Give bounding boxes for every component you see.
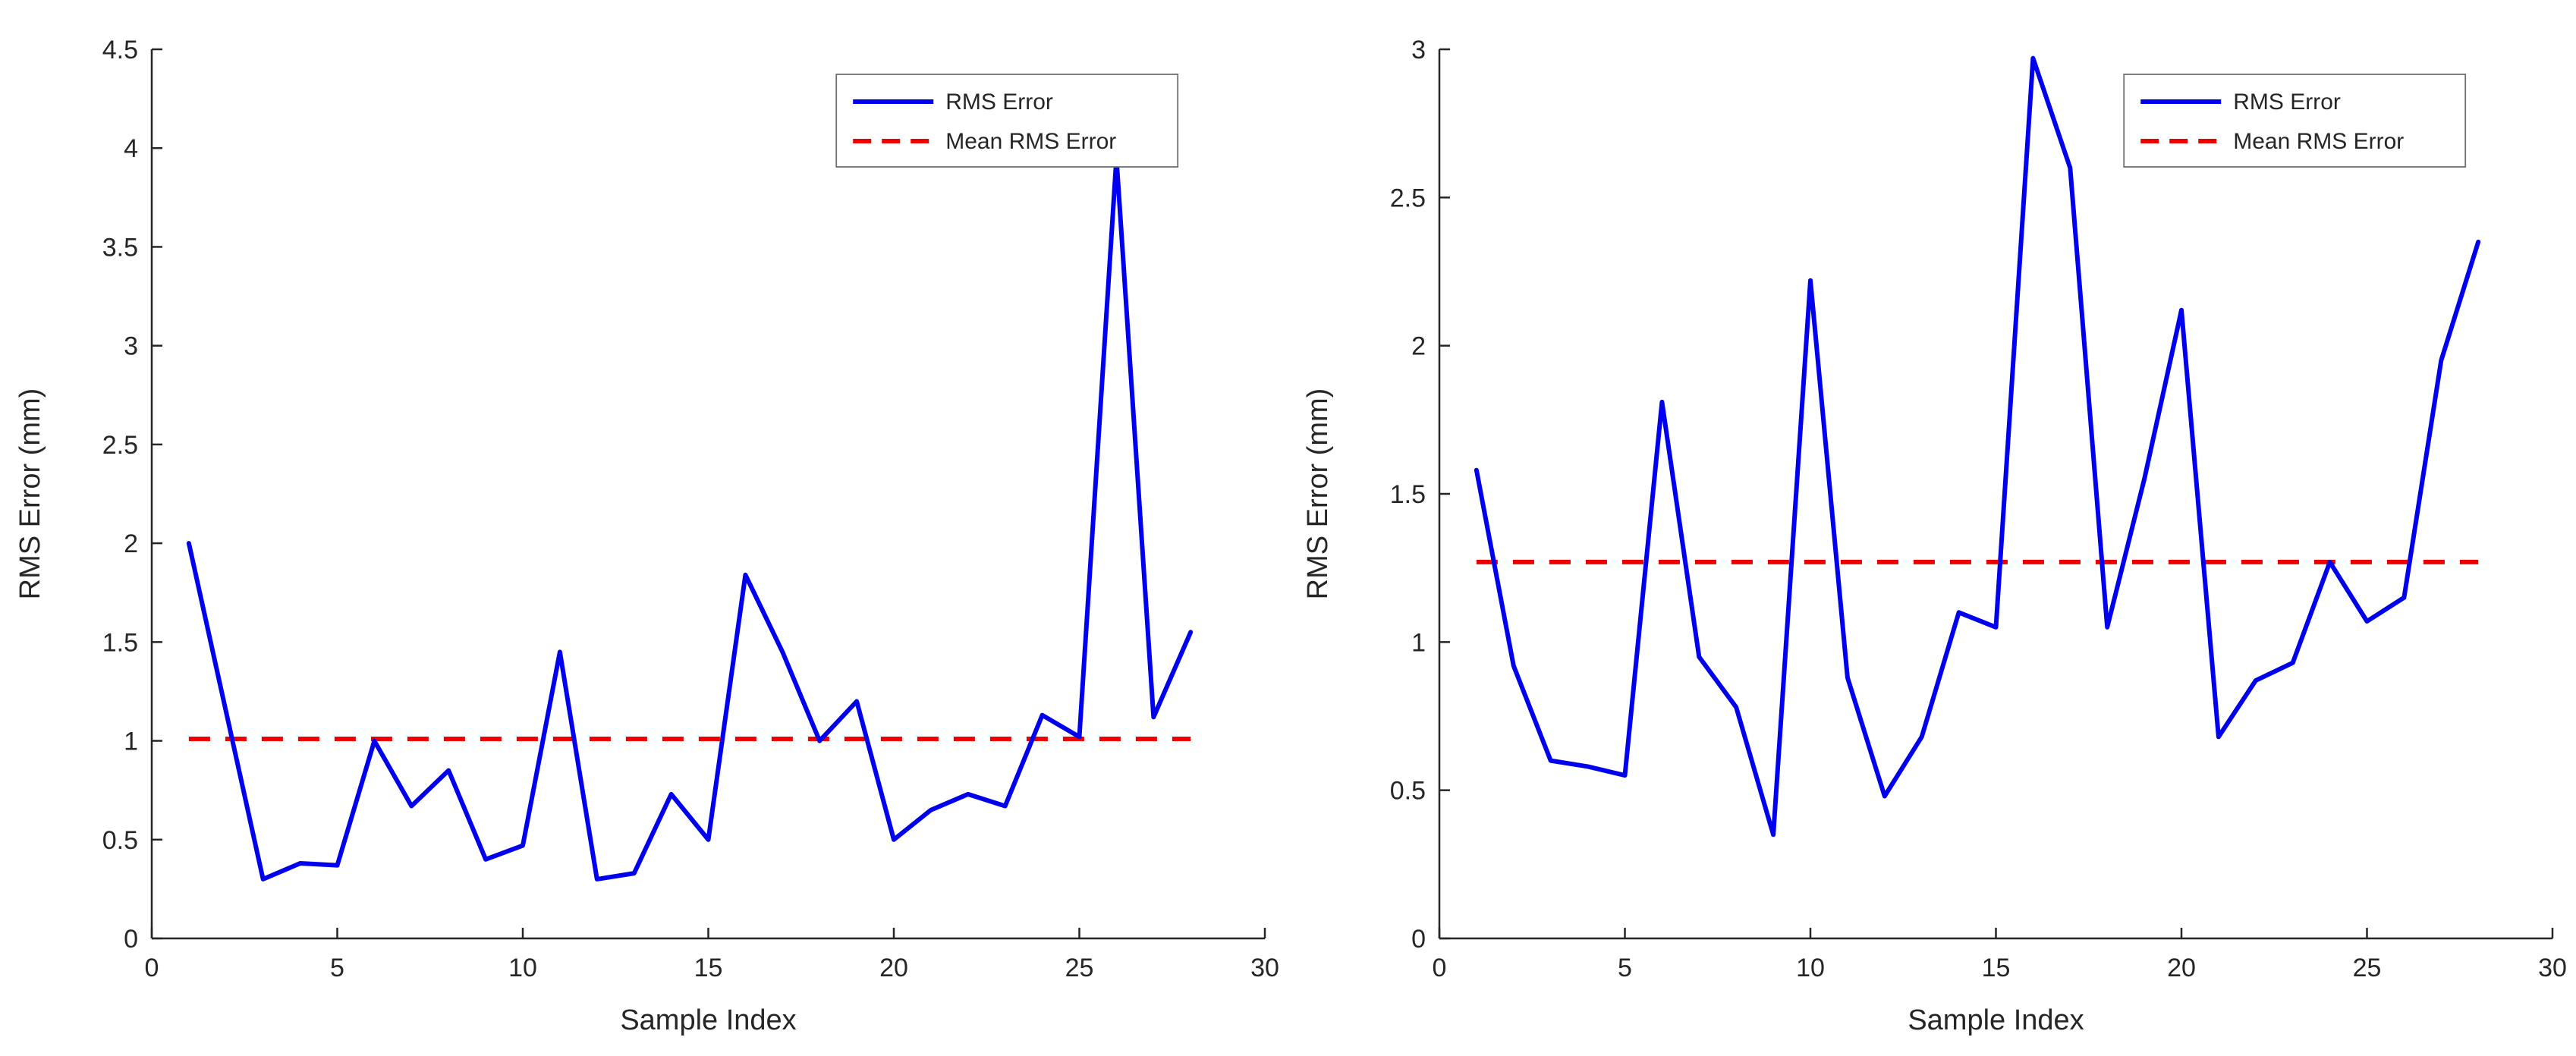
rms-error-line	[1474, 55, 2481, 838]
x-tick-label: 0	[1433, 954, 1447, 982]
x-tick-label: 25	[2353, 954, 2382, 982]
y-tick-label: 2.5	[1390, 184, 1426, 212]
y-tick-label: 0.5	[102, 826, 138, 855]
legend-label-rms: RMS Error	[2233, 90, 2341, 115]
y-tick-label: 3	[1411, 36, 1426, 64]
x-tick-label: 15	[1982, 954, 2011, 982]
x-tick-label: 30	[2538, 954, 2567, 982]
y-axis-label: RMS Error (mm)	[14, 388, 46, 600]
legend-label-mean: Mean RMS Error	[945, 129, 1116, 154]
x-tick-label: 30	[1250, 954, 1279, 982]
y-tick-label: 4.5	[102, 36, 138, 64]
y-tick-label: 1	[1411, 628, 1426, 657]
x-tick-label: 5	[330, 954, 344, 982]
y-tick-label: 0	[1411, 925, 1426, 954]
legend: RMS Error Mean RMS Error	[835, 74, 1179, 168]
right-chart: 0 5 10 15 20 25 30 0 0.5 1 1.5 2 2.5 3 Sample Index RMS…	[1288, 0, 2575, 1056]
legend-box	[835, 74, 1179, 168]
y-tick-label: 3.5	[102, 233, 138, 262]
chart-svg: 0 5 10 15 20 25 30 0 0.5 1 1.5 2 2.5 3 3.5 4 4.5 Sample I…	[14, 36, 1279, 1036]
y-tick-label: 1.5	[1390, 480, 1426, 509]
y-tick-label: 2	[1411, 332, 1426, 361]
x-tick-label: 25	[1065, 954, 1094, 982]
legend-box	[2123, 74, 2467, 168]
y-tick-label: 0	[124, 925, 138, 954]
legend: RMS Error Mean RMS Error	[2123, 74, 2467, 168]
x-tick-label: 15	[694, 954, 723, 982]
y-tick-label: 2.5	[102, 431, 138, 460]
y-tick-label: 2	[124, 530, 138, 558]
y-axis-label: RMS Error (mm)	[1302, 388, 1334, 600]
x-tick-label: 10	[508, 954, 537, 982]
legend-label-mean: Mean RMS Error	[2233, 129, 2404, 154]
y-tick-label: 0.5	[1390, 777, 1426, 806]
x-axis-label: Sample Index	[620, 1004, 796, 1036]
y-tick-label: 4	[124, 134, 138, 163]
y-tick-label: 1.5	[102, 628, 138, 657]
x-tick-label: 20	[879, 954, 908, 982]
y-tick-label: 1	[124, 728, 138, 756]
x-tick-label: 5	[1618, 954, 1632, 982]
x-tick-label: 10	[1796, 954, 1825, 982]
rms-error-line	[186, 156, 1194, 882]
x-tick-label: 20	[2167, 954, 2196, 982]
chart-svg: 0 5 10 15 20 25 30 0 0.5 1 1.5 2 2.5 3 Sample Index RMS…	[1302, 36, 2567, 1036]
x-axis-label: Sample Index	[1908, 1004, 2084, 1036]
left-chart: 0 5 10 15 20 25 30 0 0.5 1 1.5 2 2.5 3 3.5 4 4.5 Sample I…	[14, 36, 1279, 1036]
y-tick-label: 3	[124, 332, 138, 361]
x-tick-label: 0	[145, 954, 159, 982]
legend-label-rms: RMS Error	[945, 90, 1053, 115]
